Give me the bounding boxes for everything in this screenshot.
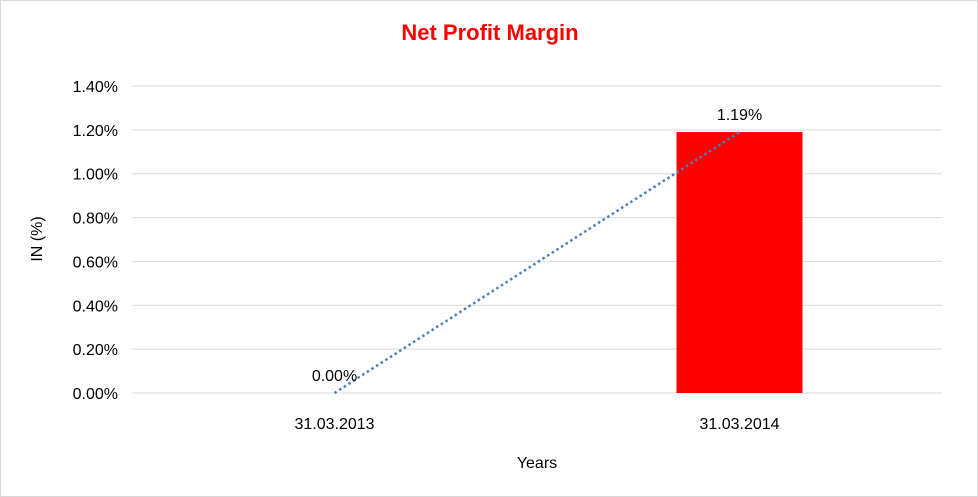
gridlines: [132, 85, 942, 394]
chart-title: Net Profit Margin: [401, 20, 578, 45]
y-tick-label: 1.20%: [73, 123, 118, 140]
y-tick-label: 0.40%: [73, 298, 118, 315]
x-axis-label: Years: [517, 455, 557, 472]
y-tick-label: 1.40%: [73, 79, 118, 96]
y-axis-label: IN (%): [29, 216, 46, 261]
y-tick-label: 0.00%: [73, 386, 118, 403]
data-labels: 0.00% 1.19%: [312, 107, 762, 385]
data-label: 0.00%: [312, 368, 357, 385]
x-tick-label: 31.03.2013: [294, 416, 374, 433]
y-tick-label: 0.60%: [73, 254, 118, 271]
x-axis-ticks: 31.03.2013 31.03.2014: [294, 416, 779, 433]
y-tick-label: 0.20%: [73, 342, 118, 359]
y-axis-ticks: 0.00% 0.20% 0.40% 0.60% 0.80% 1.00% 1.20% 1.40%: [73, 79, 118, 403]
bars: [676, 132, 803, 394]
y-tick-label: 1.00%: [73, 167, 118, 184]
y-tick-label: 0.80%: [73, 211, 118, 228]
bar: [676, 132, 803, 394]
x-tick-label: 31.03.2014: [699, 416, 779, 433]
data-label: 1.19%: [717, 107, 762, 124]
